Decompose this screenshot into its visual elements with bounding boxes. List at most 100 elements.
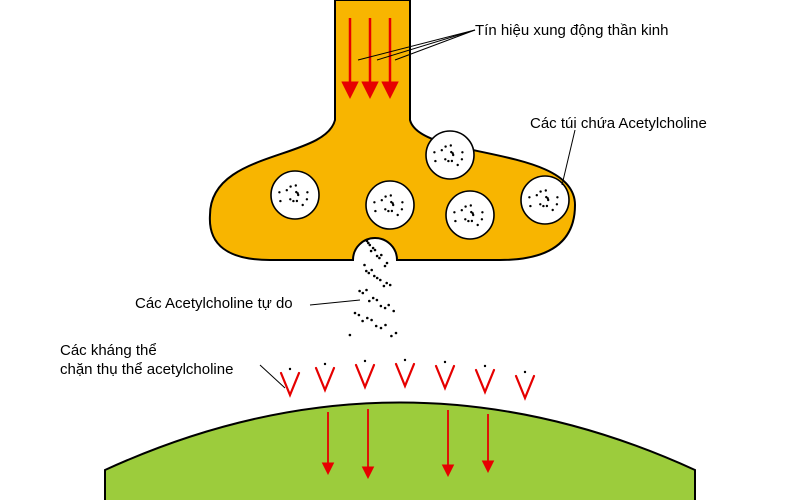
- ach-dot: [528, 196, 530, 198]
- ach-dot: [381, 199, 383, 201]
- ach-dot: [444, 145, 446, 147]
- ach-dot: [461, 151, 463, 153]
- ach-dot: [306, 198, 308, 200]
- ach-dot: [373, 201, 375, 203]
- ach-dot: [556, 196, 558, 198]
- free-ach-dot: [395, 332, 398, 335]
- ach-dot: [444, 158, 446, 160]
- ach-dot: [451, 160, 453, 162]
- free-ach-dot: [368, 300, 371, 303]
- free-ach-dot: [386, 262, 389, 265]
- ach-dot: [374, 210, 376, 212]
- free-ach-dot: [378, 257, 381, 260]
- label-antibodies: Các kháng thể chặn thụ thể acetylcholine: [60, 342, 233, 380]
- free-ach-dot: [372, 297, 375, 300]
- free-ach-dot: [379, 279, 382, 282]
- ach-dot: [289, 198, 291, 200]
- ach-dot: [454, 220, 456, 222]
- free-ach-dot: [376, 255, 379, 258]
- ach-dot: [289, 368, 291, 370]
- free-ach-dot: [365, 289, 368, 292]
- ach-dot: [391, 210, 393, 212]
- ach-dot: [390, 201, 392, 203]
- ach-dot: [545, 189, 547, 191]
- ach-dot: [453, 211, 455, 213]
- ach-dot: [470, 204, 472, 206]
- ach-dot: [457, 164, 459, 166]
- receptor-v: [281, 373, 299, 395]
- ach-dot: [545, 196, 547, 198]
- ach-dot: [539, 203, 541, 205]
- ach-dot: [278, 191, 280, 193]
- ach-dot: [384, 208, 386, 210]
- free-ach-dot: [365, 270, 368, 273]
- ach-dot: [524, 371, 526, 373]
- vesicle: [446, 191, 494, 239]
- ach-dot: [552, 209, 554, 211]
- ach-dot: [539, 190, 541, 192]
- label-antibodies-line1: Các kháng thể: [60, 342, 157, 359]
- receptor-v: [396, 364, 414, 386]
- ach-dot: [404, 359, 406, 361]
- ach-dot: [461, 209, 463, 211]
- ach-dot: [295, 184, 297, 186]
- free-ach-dot: [373, 275, 376, 278]
- ach-dot: [441, 149, 443, 151]
- ach-dot: [450, 144, 452, 146]
- free-ach-dot: [354, 312, 357, 315]
- ach-dot: [401, 208, 403, 210]
- ach-dot: [302, 204, 304, 206]
- ach-dot: [477, 224, 479, 226]
- receptor-v: [436, 366, 454, 388]
- free-ach-dot: [390, 335, 393, 338]
- label-vesicles: Các túi chứa Acetylcholine: [530, 115, 707, 134]
- free-ach-dot: [375, 325, 378, 328]
- free-ach-dot: [374, 249, 377, 252]
- label-antibodies-line2: chặn thụ thể acetylcholine: [60, 361, 233, 378]
- ach-dot: [387, 210, 389, 212]
- free-ach-dot: [389, 284, 392, 287]
- leader-vesicle: [562, 130, 575, 185]
- free-ach-dot: [366, 317, 369, 320]
- free-ach-dot: [380, 254, 383, 257]
- label-impulse: Tín hiệu xung động thần kinh: [475, 22, 668, 41]
- ach-dot: [484, 365, 486, 367]
- ach-dot: [364, 360, 366, 362]
- receptor-v: [316, 368, 334, 390]
- free-ach-dot: [380, 305, 383, 308]
- free-ach-dot: [370, 250, 373, 253]
- free-ach-dot: [387, 304, 390, 307]
- free-ach-dot: [383, 285, 386, 288]
- ach-dot: [384, 195, 386, 197]
- vesicle: [366, 181, 414, 229]
- ach-dot: [546, 205, 548, 207]
- free-ach-dot: [362, 292, 365, 295]
- ach-dot: [401, 201, 403, 203]
- ach-dot: [481, 211, 483, 213]
- free-ach-dot: [370, 319, 373, 322]
- free-ach-dot: [384, 324, 387, 327]
- free-ach-dot: [358, 314, 361, 317]
- ach-dot: [450, 151, 452, 153]
- free-ach-dot: [384, 307, 387, 310]
- ach-dot: [279, 200, 281, 202]
- free-ach-dot: [385, 282, 388, 285]
- vesicle: [271, 171, 319, 219]
- ach-dot: [286, 189, 288, 191]
- ach-dot: [536, 194, 538, 196]
- ach-dot: [464, 218, 466, 220]
- free-ach-dot: [368, 272, 371, 275]
- ach-dot: [434, 160, 436, 162]
- ach-dot: [542, 205, 544, 207]
- ach-dot: [306, 191, 308, 193]
- free-ach-dot: [363, 264, 366, 267]
- ach-dot: [433, 151, 435, 153]
- ach-dot: [461, 158, 463, 160]
- ach-dot: [556, 203, 558, 205]
- vesicle: [521, 176, 569, 224]
- free-ach-dot: [370, 269, 373, 272]
- ach-dot: [289, 185, 291, 187]
- receptor-v: [516, 376, 534, 398]
- ach-dot: [390, 194, 392, 196]
- ach-dot: [467, 220, 469, 222]
